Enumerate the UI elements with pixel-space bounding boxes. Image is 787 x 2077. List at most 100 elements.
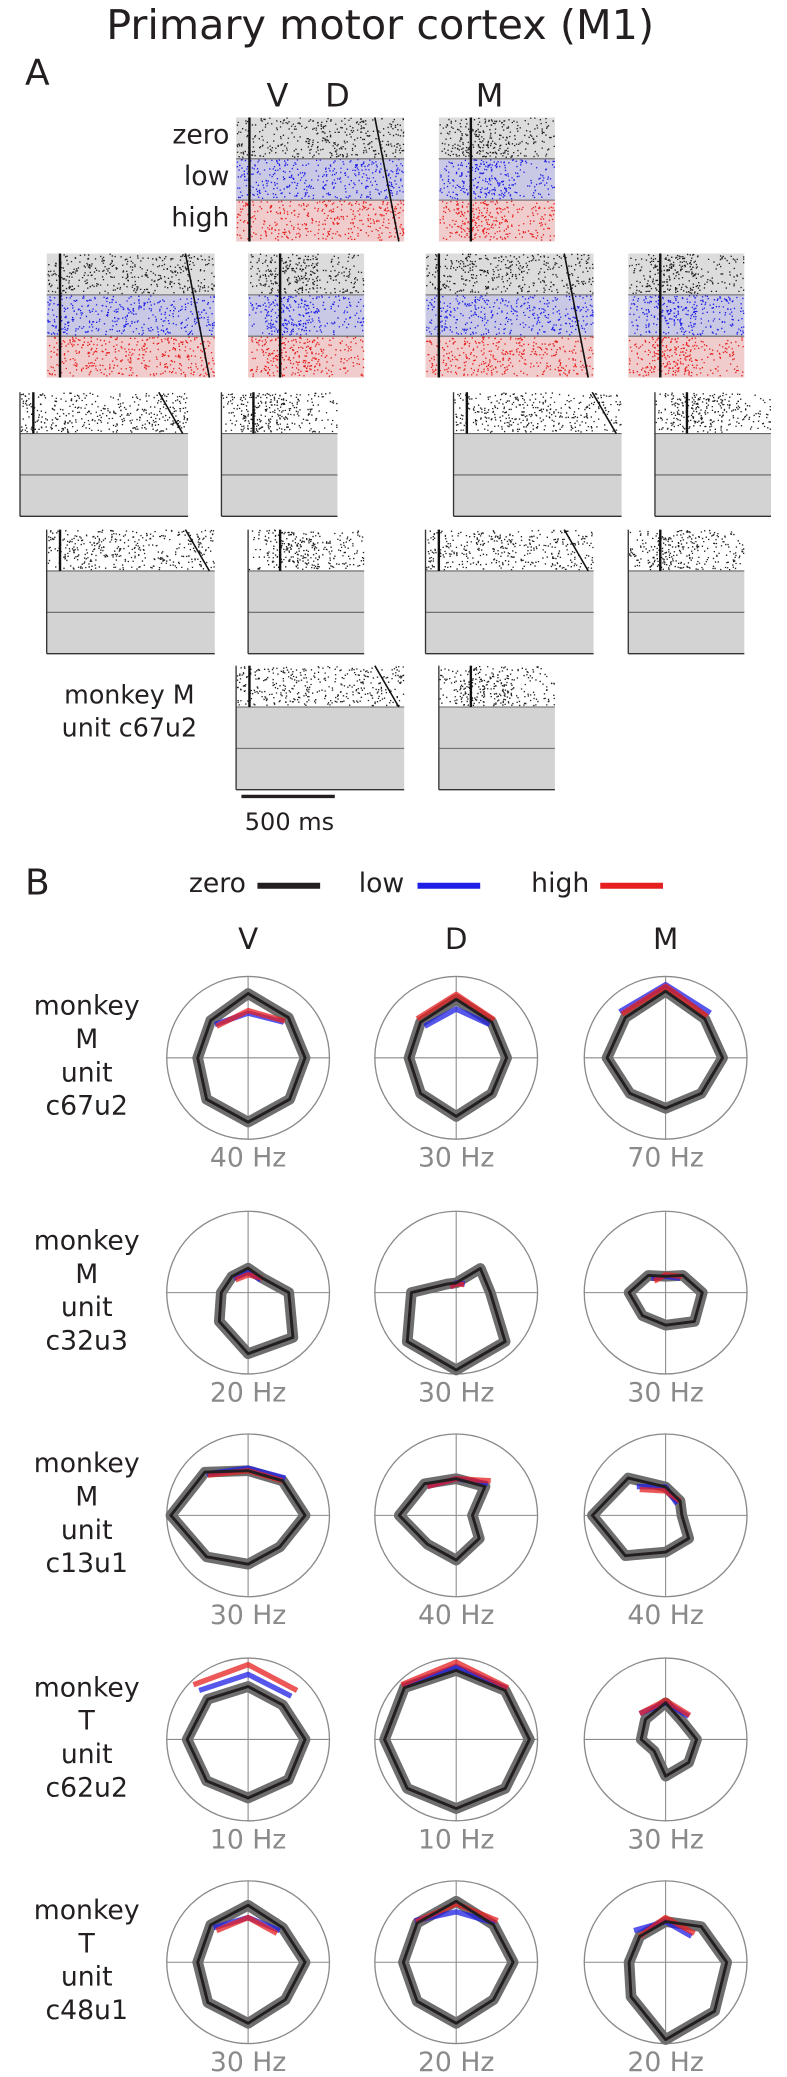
legend-label: high xyxy=(531,868,589,899)
row-label: T xyxy=(78,1928,96,1959)
raster-spikes xyxy=(248,529,365,571)
row-label: unit xyxy=(61,1962,113,1993)
tuning-curve-zero xyxy=(639,1701,699,1778)
event-line xyxy=(184,529,211,572)
tuning-curve-zero xyxy=(401,1899,515,2025)
tuning-curve-high xyxy=(400,1659,510,1691)
row-label: c48u1 xyxy=(45,1995,127,2026)
event-line xyxy=(184,253,211,378)
tuning-curve-zero xyxy=(169,1469,307,1566)
column-label: V xyxy=(238,922,258,956)
raster-spikes xyxy=(426,529,594,571)
row-label: unit xyxy=(61,1515,113,1546)
scale-label: 40 Hz xyxy=(210,1143,286,1174)
row-label: T xyxy=(78,1706,96,1737)
scale-bar-label: 500 ms xyxy=(245,808,334,836)
empty-band xyxy=(438,748,555,790)
column-label: M xyxy=(653,922,678,956)
raster-band xyxy=(425,529,594,571)
scale-label: 30 Hz xyxy=(627,1377,703,1408)
scale-label: 40 Hz xyxy=(627,1600,703,1631)
raster-spikes xyxy=(655,392,771,433)
raster-spikes xyxy=(439,117,555,158)
raster-band xyxy=(46,294,215,337)
event-line xyxy=(374,665,400,708)
empty-band xyxy=(425,612,594,654)
tuning-curve-high xyxy=(215,1914,279,1936)
raster-spikes xyxy=(236,158,404,200)
tuning-curve-zero xyxy=(185,1685,307,1800)
scale-label: 30 Hz xyxy=(418,1143,494,1174)
legend-label: zero xyxy=(189,868,246,899)
tuning-curve-high xyxy=(620,983,709,1019)
empty-band xyxy=(236,748,405,790)
raster-spikes xyxy=(47,529,215,571)
raster-spikes xyxy=(439,200,555,241)
row-label: unit xyxy=(61,1739,113,1770)
row-label: M xyxy=(75,1024,98,1055)
tuning-curve-low xyxy=(198,1671,293,1699)
empty-band xyxy=(221,474,338,517)
empty-band xyxy=(425,570,594,613)
event-line xyxy=(374,117,400,242)
scale-label: 20 Hz xyxy=(210,1377,286,1408)
event-line xyxy=(158,391,184,434)
empty-band xyxy=(20,474,189,517)
raster-spikes xyxy=(249,253,365,295)
unit-label: monkey M xyxy=(64,679,194,709)
raster-spikes xyxy=(426,294,594,336)
event-line xyxy=(591,391,617,434)
figure-title: Primary motor cortex (M1) xyxy=(106,1,654,49)
tuning-curve-zero xyxy=(383,1668,531,1811)
raster-spikes xyxy=(249,336,365,377)
empty-band xyxy=(628,570,745,613)
row-label: M xyxy=(75,1482,98,1513)
row-label: c32u3 xyxy=(45,1325,127,1356)
event-line xyxy=(563,253,590,378)
scale-label: 70 Hz xyxy=(627,1143,703,1174)
raster-spikes xyxy=(426,336,594,377)
empty-band xyxy=(654,474,771,517)
tuning-curve-zero xyxy=(407,997,509,1118)
tuning-curve-zero xyxy=(196,1903,307,2025)
empty-band xyxy=(248,570,365,613)
scale-label: 10 Hz xyxy=(418,1824,494,1855)
empty-band xyxy=(654,433,771,475)
raster-spikes xyxy=(222,392,338,433)
tuning-curve-high xyxy=(215,1007,286,1029)
empty-band xyxy=(438,707,555,749)
raster-band xyxy=(628,529,745,571)
raster-band xyxy=(438,665,555,708)
empty-band xyxy=(628,612,745,654)
scale-label: 30 Hz xyxy=(418,1377,494,1408)
empty-band xyxy=(453,474,622,517)
column-label: M xyxy=(476,76,504,114)
condition-label: high xyxy=(171,202,229,233)
row-label: monkey xyxy=(34,1895,140,1926)
raster-spikes xyxy=(248,294,365,336)
row-label: c13u1 xyxy=(45,1548,127,1579)
scale-label: 20 Hz xyxy=(627,2047,703,2077)
tuning-curve-zero xyxy=(196,992,307,1124)
panel-label: B xyxy=(25,862,50,903)
raster-spikes xyxy=(426,253,594,295)
raster-band xyxy=(438,117,555,159)
raster-spikes xyxy=(47,336,215,377)
raster-spikes xyxy=(439,665,555,707)
raster-band xyxy=(236,665,405,708)
raster-spikes xyxy=(628,253,745,295)
raster-panels xyxy=(19,117,771,791)
tuning-curve-zero xyxy=(405,1266,507,1372)
tuning-curve-high xyxy=(415,991,496,1023)
event-line xyxy=(563,529,589,572)
scale-label: 20 Hz xyxy=(418,2047,494,2077)
row-label: c62u2 xyxy=(45,1772,127,1803)
unit-label: unit c67u2 xyxy=(62,713,197,743)
empty-band xyxy=(248,612,365,654)
empty-band xyxy=(46,570,215,613)
raster-band xyxy=(20,392,189,434)
column-label: D xyxy=(445,922,468,956)
row-label: c67u2 xyxy=(45,1091,127,1122)
empty-band xyxy=(221,433,338,475)
tuning-curve-zero xyxy=(217,1266,295,1356)
